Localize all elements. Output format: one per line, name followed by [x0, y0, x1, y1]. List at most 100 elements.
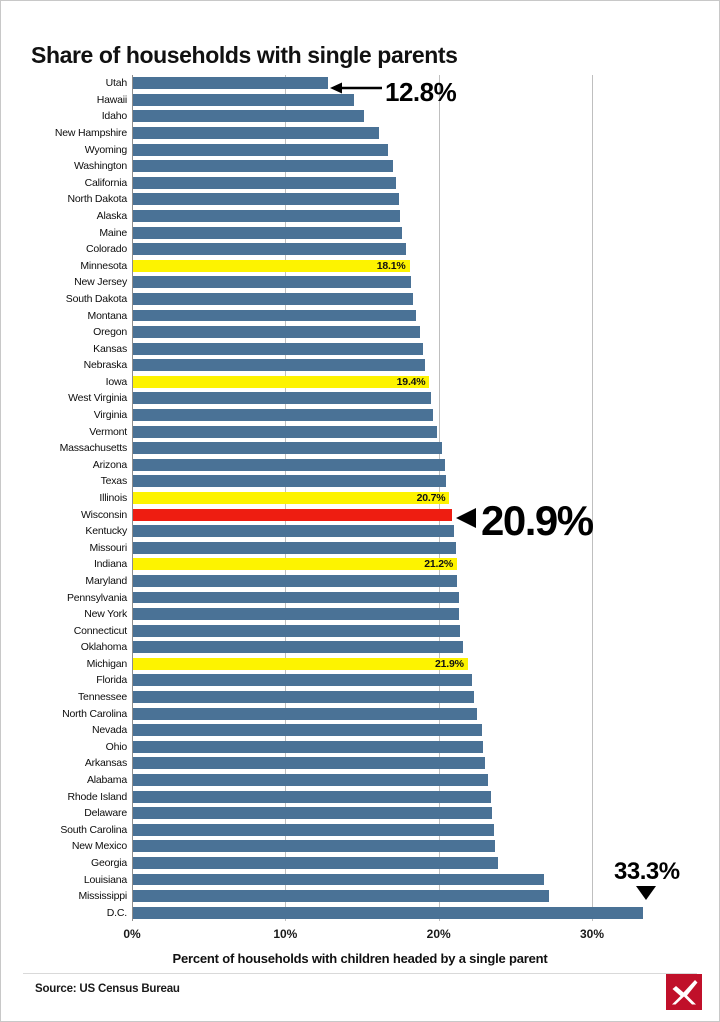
bar[interactable]: [132, 359, 425, 372]
chart-row[interactable]: New Jersey: [74, 276, 661, 289]
chart-row[interactable]: Michigan 21.9%: [87, 658, 661, 670]
bar[interactable]: 19.4%: [132, 376, 430, 388]
chart-row[interactable]: Montana: [88, 309, 661, 322]
bar[interactable]: [132, 226, 402, 239]
chart-row[interactable]: Florida: [96, 674, 661, 687]
bar[interactable]: [132, 475, 447, 488]
chart-row[interactable]: Ohio: [106, 740, 661, 753]
bar[interactable]: [132, 608, 459, 621]
chart-row[interactable]: North Carolina: [62, 707, 661, 720]
bar[interactable]: [132, 525, 454, 538]
chart-row[interactable]: Minnesota 18.1%: [80, 260, 661, 272]
bar[interactable]: [132, 707, 477, 720]
bar[interactable]: 21.2%: [132, 558, 458, 570]
bar[interactable]: [132, 890, 550, 903]
bar[interactable]: [132, 740, 484, 753]
bar[interactable]: [132, 691, 474, 704]
chart-row[interactable]: Kansas: [93, 342, 661, 355]
bar[interactable]: [132, 292, 413, 305]
bar[interactable]: [132, 591, 459, 604]
bar[interactable]: [132, 774, 488, 786]
chart-row[interactable]: Massachusetts: [60, 442, 661, 455]
chart-row[interactable]: North Dakota: [68, 193, 661, 206]
bar[interactable]: [132, 856, 499, 869]
chart-row[interactable]: Indiana 21.2%: [94, 558, 661, 570]
chart-row[interactable]: Nevada: [92, 724, 661, 737]
bar[interactable]: [132, 110, 364, 123]
chart-row[interactable]: D.C.: [107, 906, 661, 919]
bar[interactable]: [132, 574, 458, 587]
bar[interactable]: [132, 442, 442, 455]
bar[interactable]: [132, 342, 424, 355]
bar[interactable]: [132, 674, 473, 687]
bar[interactable]: [132, 790, 491, 803]
bar[interactable]: [132, 624, 461, 637]
chart-row[interactable]: Missouri: [90, 541, 661, 554]
chart-row[interactable]: Iowa 19.4%: [106, 376, 661, 388]
bar[interactable]: [132, 873, 545, 886]
chart-row[interactable]: Arizona: [93, 458, 661, 471]
bar[interactable]: [132, 210, 401, 222]
chart-row[interactable]: Idaho: [102, 110, 661, 123]
chart-row[interactable]: Oklahoma: [81, 641, 661, 653]
bar[interactable]: [132, 840, 496, 853]
chart-row[interactable]: Tennessee: [78, 691, 661, 704]
chart-row[interactable]: Delaware: [84, 807, 661, 820]
chart-row[interactable]: New Mexico: [72, 840, 661, 853]
bar[interactable]: [132, 326, 421, 339]
chart-row[interactable]: Virginia: [94, 409, 661, 422]
bar[interactable]: [132, 458, 445, 471]
chart-row[interactable]: Texas: [101, 475, 661, 488]
bar[interactable]: [132, 93, 355, 106]
bar[interactable]: [132, 392, 431, 405]
bar[interactable]: [132, 243, 407, 256]
chart-row[interactable]: Colorado: [86, 243, 661, 256]
bar[interactable]: [132, 276, 412, 289]
chart-row[interactable]: Maryland: [85, 574, 661, 587]
chart-row[interactable]: South Carolina: [60, 823, 661, 836]
chart-row[interactable]: Alabama: [87, 774, 661, 786]
bar[interactable]: [132, 309, 416, 322]
chart-row[interactable]: Louisiana: [84, 873, 661, 886]
chart-row[interactable]: Nebraska: [84, 359, 661, 372]
chart-row[interactable]: Alaska: [97, 210, 661, 222]
chart-row[interactable]: Rhode Island: [68, 790, 661, 803]
bar[interactable]: [132, 906, 643, 919]
bar[interactable]: [132, 127, 379, 140]
chart-row[interactable]: Oregon: [93, 326, 661, 339]
chart-row[interactable]: Washington: [74, 160, 661, 173]
chart-row[interactable]: New York: [84, 608, 661, 621]
chart-row[interactable]: South Dakota: [66, 292, 661, 305]
chart-row[interactable]: Kentucky: [85, 525, 661, 538]
bar[interactable]: 18.1%: [132, 260, 410, 272]
bar[interactable]: [132, 757, 485, 770]
bar[interactable]: [132, 724, 482, 737]
chart-row[interactable]: Utah: [106, 77, 661, 90]
chart-row[interactable]: Hawaii: [97, 93, 661, 106]
chart-row[interactable]: Vermont: [89, 425, 661, 438]
bar[interactable]: [132, 193, 399, 206]
bar[interactable]: [132, 77, 329, 90]
bar[interactable]: [132, 176, 396, 189]
chart-row[interactable]: Wisconsin: [81, 508, 661, 521]
bar[interactable]: [132, 143, 389, 156]
bar[interactable]: 20.7%: [132, 492, 450, 504]
chart-row[interactable]: Georgia: [91, 856, 661, 869]
chart-row[interactable]: Pennsylvania: [67, 591, 661, 604]
chart-row[interactable]: Arkansas: [85, 757, 661, 770]
chart-row[interactable]: Connecticut: [74, 624, 661, 637]
bar[interactable]: [132, 823, 494, 836]
bar[interactable]: [132, 541, 456, 554]
chart-row[interactable]: California: [85, 176, 661, 189]
chart-row[interactable]: Illinois 20.7%: [99, 492, 661, 504]
chart-row[interactable]: Mississippi: [78, 890, 661, 903]
chart-row[interactable]: West Virginia: [68, 392, 661, 405]
bar[interactable]: [132, 409, 433, 422]
bar[interactable]: [132, 807, 493, 820]
chart-row[interactable]: Maine: [99, 226, 661, 239]
bar[interactable]: [132, 508, 453, 521]
bar[interactable]: [132, 425, 438, 438]
bar[interactable]: 21.9%: [132, 658, 468, 670]
bar[interactable]: [132, 160, 393, 173]
chart-row[interactable]: New Hampshire: [55, 127, 661, 140]
